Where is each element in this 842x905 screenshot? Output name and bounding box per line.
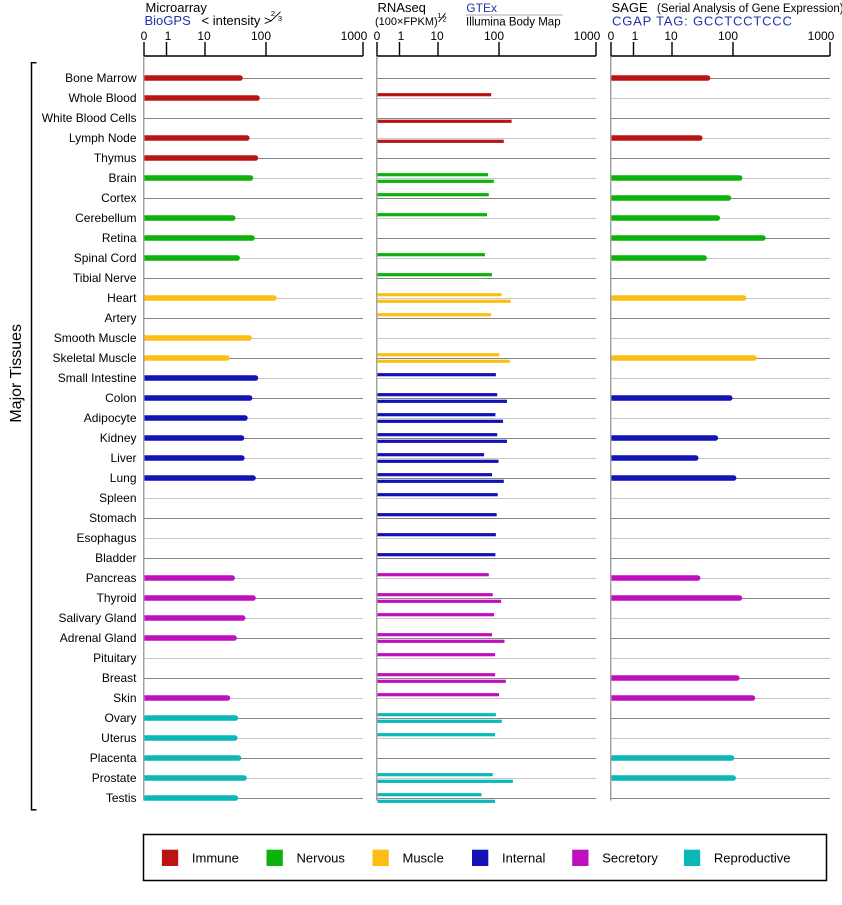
svg-text:Skeletal Muscle: Skeletal Muscle	[52, 351, 136, 365]
svg-text:Microarray: Microarray	[146, 0, 208, 15]
svg-text:(Serial Analysis of Gene Expre: (Serial Analysis of Gene Expression)	[657, 3, 842, 15]
svg-text:Whole Blood: Whole Blood	[68, 91, 136, 105]
svg-text:10: 10	[430, 29, 444, 43]
svg-text:1000: 1000	[574, 29, 601, 43]
svg-text:Pancreas: Pancreas	[86, 571, 137, 585]
svg-text:2: 2	[443, 15, 447, 24]
svg-text:RNAseq: RNAseq	[378, 0, 426, 15]
svg-text:Immune: Immune	[192, 850, 239, 865]
svg-text:Skin: Skin	[113, 691, 136, 705]
svg-text:100: 100	[251, 29, 271, 43]
svg-text:Salivary Gland: Salivary Gland	[58, 611, 136, 625]
svg-text:Pituitary: Pituitary	[93, 651, 136, 665]
svg-text:Tibial Nerve: Tibial Nerve	[73, 271, 137, 285]
svg-text:Prostate: Prostate	[92, 771, 137, 785]
svg-text:Kidney: Kidney	[100, 431, 137, 445]
svg-text:Reproductive: Reproductive	[714, 850, 791, 865]
svg-text:Breast: Breast	[102, 671, 137, 685]
svg-text:Esophagus: Esophagus	[76, 531, 136, 545]
svg-text:SAGE: SAGE	[612, 0, 648, 15]
svg-text:Cortex: Cortex	[101, 191, 136, 205]
svg-text:Adipocyte: Adipocyte	[84, 411, 137, 425]
svg-text:White Blood Cells: White Blood Cells	[42, 111, 137, 125]
svg-text:100: 100	[484, 29, 504, 43]
svg-text:Retina: Retina	[102, 231, 137, 245]
svg-text:Illumina Body Map: Illumina Body Map	[466, 17, 561, 29]
svg-text:Nervous: Nervous	[297, 850, 346, 865]
svg-text:Cerebellum: Cerebellum	[75, 211, 136, 225]
svg-text:1: 1	[437, 11, 441, 20]
svg-text:Bone Marrow: Bone Marrow	[65, 71, 137, 85]
svg-text:0: 0	[608, 29, 615, 43]
svg-text:Ovary: Ovary	[104, 711, 136, 725]
svg-text:(100×FPKM): (100×FPKM)	[375, 16, 438, 28]
svg-text:100: 100	[718, 29, 738, 43]
svg-text:Testis: Testis	[106, 791, 137, 805]
svg-text:Lung: Lung	[110, 471, 137, 485]
svg-text:10: 10	[197, 29, 211, 43]
svg-text:Heart: Heart	[107, 291, 137, 305]
svg-text:Adrenal Gland: Adrenal Gland	[60, 631, 137, 645]
svg-text:Colon: Colon	[105, 391, 136, 405]
svg-text:Smooth Muscle: Smooth Muscle	[54, 331, 137, 345]
svg-text:Spleen: Spleen	[99, 491, 136, 505]
svg-text:Spinal Cord: Spinal Cord	[74, 251, 137, 265]
svg-text:1000: 1000	[808, 29, 835, 43]
svg-text:Stomach: Stomach	[89, 511, 136, 525]
svg-text:Small Intestine: Small Intestine	[58, 371, 137, 385]
svg-text:Major Tissues: Major Tissues	[8, 324, 25, 423]
svg-text:BioGPS: BioGPS	[145, 13, 192, 28]
svg-text:1: 1	[398, 29, 405, 43]
svg-text:Liver: Liver	[110, 451, 136, 465]
svg-text:CGAP TAG: GCCTCCTCCC: CGAP TAG: GCCTCCTCCC	[612, 14, 793, 29]
svg-text:1: 1	[165, 29, 172, 43]
svg-text:3: 3	[278, 14, 282, 23]
svg-text:GTEx: GTEx	[466, 1, 497, 15]
svg-text:0: 0	[374, 29, 381, 43]
svg-text:1000: 1000	[341, 29, 368, 43]
svg-text:Thymus: Thymus	[94, 151, 137, 165]
svg-text:10: 10	[664, 29, 678, 43]
svg-text:Bladder: Bladder	[95, 551, 136, 565]
svg-text:Muscle: Muscle	[403, 850, 444, 865]
svg-text:0: 0	[141, 29, 148, 43]
svg-text:2: 2	[271, 9, 275, 18]
svg-text:1: 1	[632, 29, 639, 43]
svg-text:Brain: Brain	[108, 171, 136, 185]
svg-text:Artery: Artery	[104, 311, 136, 325]
svg-text:Secretory: Secretory	[602, 850, 658, 865]
svg-text:Placenta: Placenta	[90, 751, 137, 765]
svg-text:< intensity >: < intensity >	[202, 13, 272, 28]
svg-text:Uterus: Uterus	[101, 731, 136, 745]
svg-text:Thyroid: Thyroid	[96, 591, 136, 605]
svg-text:Lymph Node: Lymph Node	[69, 131, 137, 145]
svg-text:Internal: Internal	[502, 850, 545, 865]
